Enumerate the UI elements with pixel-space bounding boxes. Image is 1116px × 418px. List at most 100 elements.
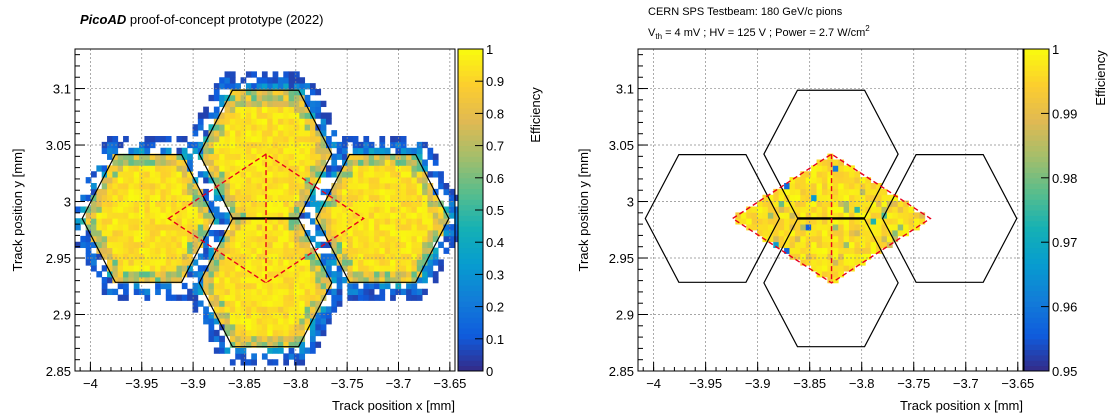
efficiency-cell [304,165,311,172]
efficiency-cell [224,124,231,131]
efficiency-cell [352,200,359,207]
left-colorbar-label: Efficiency [528,87,543,143]
efficiency-cell [347,288,354,296]
efficiency-cell [293,112,300,119]
efficiency-cell [390,288,396,296]
efficiency-cell [384,153,391,160]
y-tick-label: 3.05 [46,138,71,153]
efficiency-cell [400,165,407,172]
efficiency-cell [288,224,295,231]
efficiency-cell [811,247,817,254]
efficiency-cell [277,271,284,278]
efficiency-cell [400,247,407,254]
efficiency-cell [811,182,817,190]
efficiency-cell [96,188,103,196]
efficiency-cell [181,135,188,143]
efficiency-cell [256,118,263,125]
efficiency-cell [251,218,257,225]
efficiency-cell [838,188,845,196]
efficiency-cell [865,188,872,196]
efficiency-cell [240,224,247,231]
efficiency-cell [304,235,311,243]
efficiency-cell [821,271,828,278]
efficiency-cell [374,229,380,237]
efficiency-cell [400,224,407,231]
efficiency-cell [384,206,391,213]
efficiency-cell [288,306,295,313]
efficiency-cell [187,271,193,278]
efficiency-cell [331,235,338,243]
efficiency-cell [897,229,904,237]
colorbar-segment [1024,150,1049,157]
efficiency-cell [112,165,119,172]
efficiency-cell [363,153,370,160]
efficiency-cell [245,259,252,266]
efficiency-cell [251,282,257,290]
efficiency-cell [299,265,306,272]
efficiency-cell [235,194,241,202]
efficiency-cell [192,224,199,231]
efficiency-cell [416,194,423,202]
efficiency-cell [155,194,161,202]
efficiency-cell [224,188,231,196]
efficiency-cell [277,135,284,143]
efficiency-cell [219,177,225,184]
efficiency-cell [181,206,188,213]
efficiency-cell [886,218,893,225]
efficiency-cell [261,353,268,360]
efficiency-cell [160,194,167,202]
efficiency-cell [881,200,888,207]
efficiency-cell [213,106,220,113]
efficiency-cell [384,194,391,202]
efficiency-cell [277,171,284,178]
efficiency-cell [272,118,279,125]
efficiency-cell [272,329,279,337]
efficiency-cell [272,229,279,237]
efficiency-cell [165,165,172,172]
efficiency-cell [144,194,151,202]
efficiency-cell [309,235,316,243]
y-tick-label: 3 [627,195,634,210]
efficiency-cell [272,341,279,348]
efficiency-cell [400,218,407,225]
efficiency-cell [876,224,882,231]
efficiency-cell [416,212,423,219]
efficiency-cell [176,159,183,166]
efficiency-cell [400,182,407,190]
efficiency-cell [406,159,412,166]
efficiency-cell [304,253,311,260]
efficiency-cell [336,253,343,260]
efficiency-cell [288,118,295,125]
efficiency-cell [251,235,257,243]
efficiency-cell [789,206,796,213]
efficiency-cell [229,130,236,137]
efficiency-cell [144,265,151,272]
efficiency-cell [448,224,455,231]
efficiency-cell [784,188,790,196]
efficiency-cell [811,177,817,184]
efficiency-cell [363,182,370,190]
efficiency-cell [256,124,263,131]
efficiency-cell [160,235,167,243]
efficiency-cell [240,194,247,202]
efficiency-cell [400,259,407,266]
efficiency-cell [229,212,236,219]
efficiency-cell [123,212,129,219]
efficiency-cell [245,182,252,190]
efficiency-cell [347,194,354,202]
efficiency-cell [213,165,220,172]
efficiency-cell [277,188,284,196]
efficiency-cell [208,259,215,266]
efficiency-cell [181,294,188,301]
efficiency-cell [181,218,188,225]
efficiency-cell [267,300,273,307]
efficiency-cell [261,288,268,296]
efficiency-cell [854,171,861,178]
efficiency-cell [203,106,209,113]
efficiency-cell [876,218,882,225]
efficiency-cell [811,265,817,272]
efficiency-cell [288,218,295,225]
efficiency-cell [101,253,108,260]
efficiency-cell [240,118,247,125]
efficiency-cell [235,300,241,307]
